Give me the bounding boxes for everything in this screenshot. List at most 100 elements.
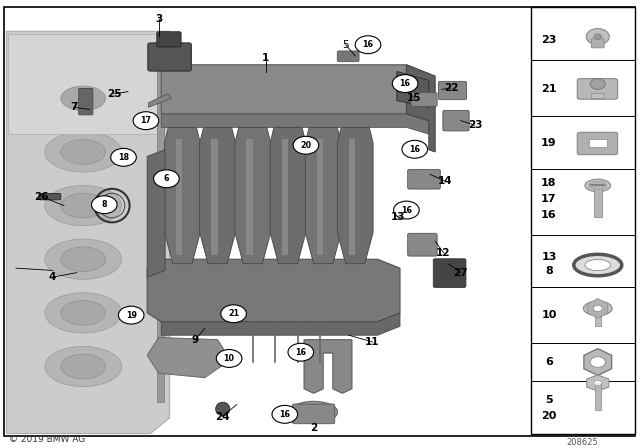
- Text: 3: 3: [155, 14, 163, 24]
- FancyBboxPatch shape: [531, 7, 636, 434]
- FancyBboxPatch shape: [591, 93, 604, 98]
- FancyBboxPatch shape: [4, 7, 635, 436]
- Ellipse shape: [45, 132, 122, 172]
- FancyBboxPatch shape: [595, 313, 601, 326]
- Text: 17: 17: [140, 116, 152, 125]
- Text: 15: 15: [407, 93, 421, 103]
- FancyBboxPatch shape: [577, 132, 618, 155]
- Circle shape: [594, 380, 602, 386]
- Text: 16: 16: [295, 348, 307, 357]
- Ellipse shape: [61, 247, 106, 271]
- Ellipse shape: [61, 301, 106, 325]
- Text: 23: 23: [468, 120, 482, 130]
- FancyBboxPatch shape: [411, 93, 437, 106]
- Text: 16: 16: [409, 145, 420, 154]
- Polygon shape: [161, 313, 400, 335]
- Ellipse shape: [61, 140, 106, 164]
- Polygon shape: [305, 127, 341, 264]
- Text: 13: 13: [541, 252, 557, 262]
- Text: 23: 23: [541, 35, 557, 45]
- Ellipse shape: [574, 254, 622, 276]
- FancyBboxPatch shape: [438, 82, 467, 99]
- Ellipse shape: [584, 301, 612, 315]
- Text: 14: 14: [438, 176, 452, 186]
- Text: 9: 9: [191, 335, 199, 345]
- Text: 5: 5: [545, 395, 553, 405]
- Polygon shape: [147, 259, 400, 322]
- FancyBboxPatch shape: [211, 138, 218, 255]
- Text: 21: 21: [228, 309, 239, 318]
- Circle shape: [133, 112, 159, 129]
- FancyBboxPatch shape: [594, 186, 602, 217]
- Ellipse shape: [61, 354, 106, 379]
- Text: 20: 20: [541, 411, 557, 421]
- FancyBboxPatch shape: [589, 139, 607, 146]
- Ellipse shape: [45, 346, 122, 387]
- Ellipse shape: [585, 259, 611, 271]
- Text: 13: 13: [391, 212, 405, 222]
- Polygon shape: [200, 127, 236, 264]
- Text: 2: 2: [310, 423, 317, 433]
- Polygon shape: [235, 127, 271, 264]
- Text: 5: 5: [342, 40, 349, 50]
- Circle shape: [402, 140, 428, 158]
- Text: 21: 21: [541, 84, 557, 95]
- Circle shape: [92, 196, 117, 214]
- Text: 12: 12: [436, 248, 451, 258]
- Text: 10: 10: [541, 310, 557, 320]
- Text: 16: 16: [399, 79, 411, 88]
- FancyBboxPatch shape: [176, 138, 182, 255]
- FancyBboxPatch shape: [246, 138, 253, 255]
- FancyBboxPatch shape: [157, 32, 181, 47]
- Circle shape: [586, 29, 609, 45]
- Text: 16: 16: [401, 206, 412, 215]
- Circle shape: [593, 305, 602, 311]
- Polygon shape: [270, 127, 306, 264]
- FancyBboxPatch shape: [39, 194, 61, 200]
- Text: 10: 10: [223, 354, 235, 363]
- Circle shape: [221, 305, 246, 323]
- Circle shape: [216, 349, 242, 367]
- Circle shape: [590, 357, 605, 367]
- Circle shape: [272, 405, 298, 423]
- Text: 11: 11: [365, 337, 380, 347]
- Text: 6: 6: [545, 357, 553, 367]
- FancyBboxPatch shape: [408, 169, 440, 189]
- Text: 16: 16: [541, 210, 557, 220]
- Polygon shape: [588, 298, 608, 318]
- FancyBboxPatch shape: [577, 79, 618, 99]
- Polygon shape: [161, 114, 429, 134]
- Text: 16: 16: [362, 40, 374, 49]
- FancyBboxPatch shape: [349, 138, 355, 255]
- Polygon shape: [584, 349, 612, 375]
- Polygon shape: [6, 31, 170, 434]
- FancyBboxPatch shape: [595, 382, 601, 410]
- Ellipse shape: [589, 181, 607, 190]
- Circle shape: [394, 201, 419, 219]
- Ellipse shape: [45, 293, 122, 333]
- Text: 6: 6: [164, 174, 169, 183]
- Ellipse shape: [61, 193, 106, 218]
- Text: 20: 20: [300, 141, 312, 150]
- Circle shape: [392, 75, 418, 93]
- Ellipse shape: [45, 185, 122, 226]
- Ellipse shape: [45, 239, 122, 280]
- Circle shape: [118, 306, 144, 324]
- Ellipse shape: [290, 401, 338, 423]
- Polygon shape: [164, 127, 200, 264]
- Circle shape: [590, 79, 605, 90]
- Text: 27: 27: [454, 267, 468, 278]
- Polygon shape: [148, 94, 172, 107]
- Text: 26: 26: [35, 192, 49, 202]
- FancyBboxPatch shape: [8, 34, 164, 134]
- Text: 8: 8: [545, 266, 553, 276]
- FancyBboxPatch shape: [148, 43, 191, 71]
- FancyBboxPatch shape: [433, 259, 466, 287]
- Polygon shape: [147, 337, 230, 378]
- FancyBboxPatch shape: [292, 404, 335, 424]
- Circle shape: [594, 34, 602, 39]
- FancyBboxPatch shape: [79, 89, 93, 115]
- Text: 16: 16: [279, 410, 291, 419]
- Ellipse shape: [216, 402, 230, 416]
- Text: 24: 24: [215, 412, 229, 422]
